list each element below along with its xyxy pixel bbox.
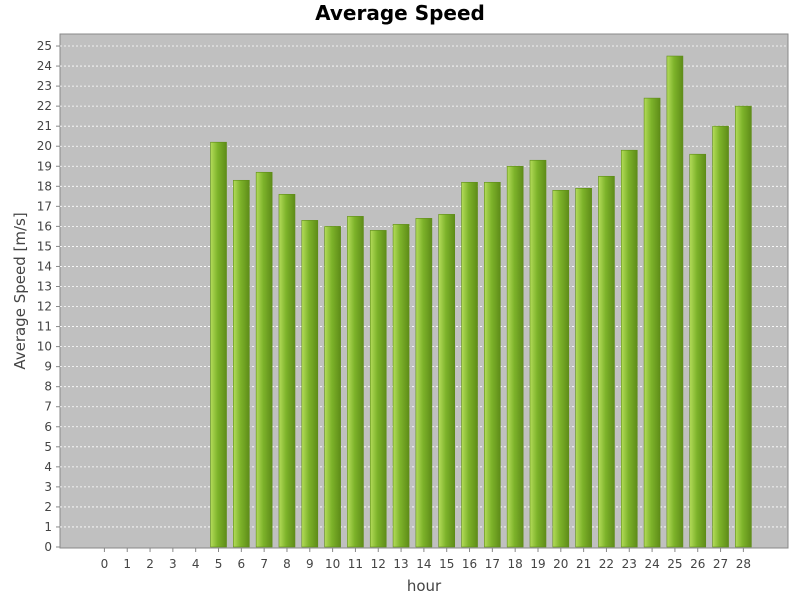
x-axis-label: hour <box>407 577 442 595</box>
y-tick-label: 12 <box>37 300 52 314</box>
y-tick-label: 19 <box>37 159 52 173</box>
x-tick-label: 1 <box>123 557 131 571</box>
y-tick-label: 15 <box>37 239 52 253</box>
y-tick-label: 0 <box>44 540 52 554</box>
x-tick-label: 3 <box>169 557 177 571</box>
bar <box>415 218 433 548</box>
bar <box>278 194 296 548</box>
bar <box>598 175 615 548</box>
x-tick-label: 2 <box>146 557 154 571</box>
x-tick-label: 6 <box>238 557 246 571</box>
y-tick-label: 21 <box>37 119 52 133</box>
y-tick-label: 20 <box>37 139 52 153</box>
bar <box>529 159 547 548</box>
x-tick-label: 18 <box>508 557 523 571</box>
y-tick-label: 5 <box>44 440 52 454</box>
bar <box>712 125 729 548</box>
x-tick-label: 15 <box>439 557 454 571</box>
x-tick-label: 23 <box>622 557 637 571</box>
bar <box>324 226 341 548</box>
x-tick-label: 24 <box>644 557 659 571</box>
x-tick-label: 20 <box>553 557 568 571</box>
x-tick-label: 5 <box>215 557 223 571</box>
y-axis-label: Average Speed [m/s] <box>11 212 29 369</box>
bar <box>506 165 524 548</box>
bar <box>552 190 570 548</box>
y-tick-label: 24 <box>37 59 52 73</box>
bar <box>484 181 501 548</box>
x-tick-label: 27 <box>713 557 728 571</box>
bar <box>575 188 592 548</box>
bars <box>210 55 752 548</box>
y-tick-label: 11 <box>37 320 52 334</box>
x-tick-label: 7 <box>260 557 268 571</box>
bar <box>689 153 707 548</box>
x-tick-label: 16 <box>462 557 477 571</box>
x-tick-label: 17 <box>485 557 500 571</box>
x-tick-label: 13 <box>393 557 408 571</box>
x-tick-label: 12 <box>371 557 386 571</box>
y-tick-label: 14 <box>37 259 52 273</box>
x-tick-label: 14 <box>416 557 431 571</box>
x-tick-label: 8 <box>283 557 291 571</box>
y-tick-label: 17 <box>37 199 52 213</box>
y-axis: 0123456789101112131415161718192021222324… <box>37 39 60 554</box>
bar <box>620 149 638 548</box>
bar <box>210 141 227 548</box>
y-tick-label: 25 <box>37 39 52 53</box>
bar <box>735 105 752 548</box>
bar <box>438 214 456 548</box>
bar <box>301 220 319 548</box>
x-tick-label: 0 <box>101 557 109 571</box>
y-tick-label: 2 <box>44 500 52 514</box>
y-tick-label: 18 <box>37 179 52 193</box>
y-tick-label: 8 <box>44 380 52 394</box>
y-tick-label: 13 <box>37 279 52 293</box>
y-tick-label: 6 <box>44 420 52 434</box>
x-tick-label: 22 <box>599 557 614 571</box>
bar <box>369 230 387 548</box>
x-tick-label: 19 <box>530 557 545 571</box>
x-tick-label: 11 <box>348 557 363 571</box>
y-tick-label: 22 <box>37 99 52 113</box>
bar <box>392 224 410 548</box>
y-tick-label: 16 <box>37 219 52 233</box>
y-tick-label: 4 <box>44 460 52 474</box>
bar <box>255 171 273 548</box>
bar <box>643 97 661 548</box>
bar <box>347 216 364 548</box>
x-tick-label: 26 <box>690 557 705 571</box>
y-tick-label: 7 <box>44 400 52 414</box>
bar <box>666 55 684 548</box>
bar <box>233 179 250 548</box>
x-tick-label: 25 <box>667 557 682 571</box>
y-tick-label: 23 <box>37 79 52 93</box>
bar <box>461 181 478 548</box>
y-tick-label: 3 <box>44 480 52 494</box>
x-tick-label: 21 <box>576 557 591 571</box>
x-tick-label: 4 <box>192 557 200 571</box>
x-axis: 0 1 2 3 4 5 6 7 8 9 10 11 12 13 14 15 16 17 18 19 20 21 22 23 24… <box>101 548 751 571</box>
y-tick-label: 1 <box>44 520 52 534</box>
x-tick-label: 9 <box>306 557 314 571</box>
x-tick-label: 10 <box>325 557 340 571</box>
y-tick-label: 9 <box>44 360 52 374</box>
chart-title: Average Speed <box>315 1 485 25</box>
y-tick-label: 10 <box>37 340 52 354</box>
x-tick-label: 28 <box>736 557 751 571</box>
